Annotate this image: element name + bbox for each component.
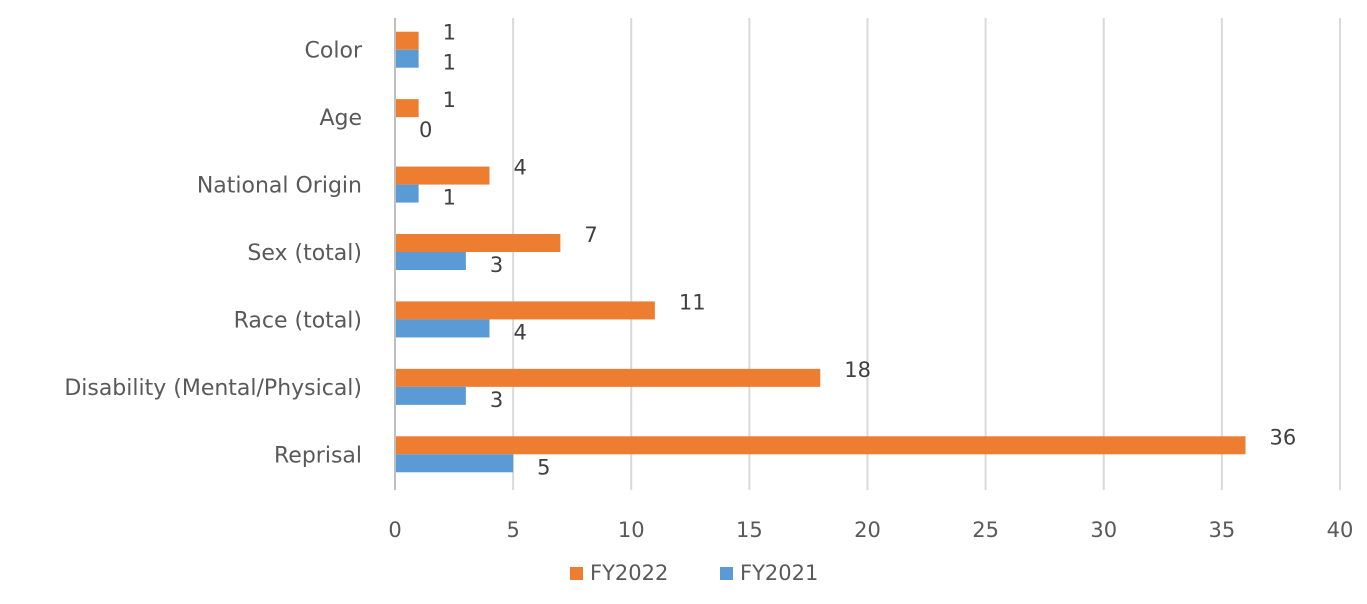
data-label: 7 — [584, 223, 597, 247]
data-label: 1 — [443, 21, 456, 45]
x-tick-label: 25 — [972, 518, 999, 542]
data-label: 4 — [514, 156, 527, 180]
category-label: National Origin — [197, 174, 362, 199]
gridlines — [512, 18, 1341, 490]
data-label: 5 — [537, 455, 550, 479]
bar-fy2022 — [395, 166, 490, 185]
data-label: 18 — [844, 358, 871, 382]
bar-fy2021 — [395, 319, 490, 338]
x-tick-label: 0 — [388, 518, 401, 542]
axes: 0 5 10 15 20 25 30 35 40 — [388, 18, 1353, 542]
category-label: Reprisal — [274, 443, 362, 468]
category-label: Color — [305, 39, 363, 64]
legend-swatch-fy2022 — [570, 567, 583, 580]
x-tick-label: 15 — [736, 518, 763, 542]
legend-swatch-fy2021 — [720, 567, 733, 580]
data-label: 11 — [679, 290, 706, 314]
x-tick-label: 40 — [1327, 518, 1354, 542]
data-label: 1 — [443, 186, 456, 210]
data-label: 0 — [419, 118, 432, 142]
bar-fy2021 — [395, 184, 419, 203]
bar-fy2022 — [395, 436, 1246, 455]
category-label: Disability (Mental/Physical) — [64, 376, 362, 401]
x-tick-label: 20 — [854, 518, 881, 542]
data-label: 36 — [1270, 425, 1297, 449]
bar-fy2022 — [395, 368, 821, 387]
bar-fy2022 — [395, 31, 419, 50]
bar-fy2021 — [395, 386, 466, 405]
category-label: Age — [319, 106, 362, 131]
legend-label-fy2022: FY2022 — [590, 561, 668, 585]
category-label: Race (total) — [234, 308, 362, 333]
category-label: Sex (total) — [247, 241, 362, 266]
x-tick-label: 5 — [506, 518, 519, 542]
x-tick-label: 35 — [1209, 518, 1236, 542]
bar-fy2022 — [395, 301, 655, 320]
bar-fy2022 — [395, 234, 561, 252]
x-tick-label: 30 — [1090, 518, 1117, 542]
data-label: 1 — [443, 88, 456, 112]
data-label: 1 — [443, 51, 456, 75]
bar-fy2021 — [395, 49, 419, 68]
data-label: 3 — [490, 388, 503, 412]
bar-fy2021 — [395, 454, 514, 473]
x-tick-label: 10 — [618, 518, 645, 542]
legend-label-fy2021: FY2021 — [740, 561, 818, 585]
data-label: 4 — [514, 320, 527, 344]
bar-fy2022 — [395, 99, 419, 118]
bars — [395, 31, 1246, 473]
data-label: 3 — [490, 253, 503, 277]
legend: FY2022 FY2021 — [570, 561, 818, 585]
bar-fy2021 — [395, 252, 466, 270]
